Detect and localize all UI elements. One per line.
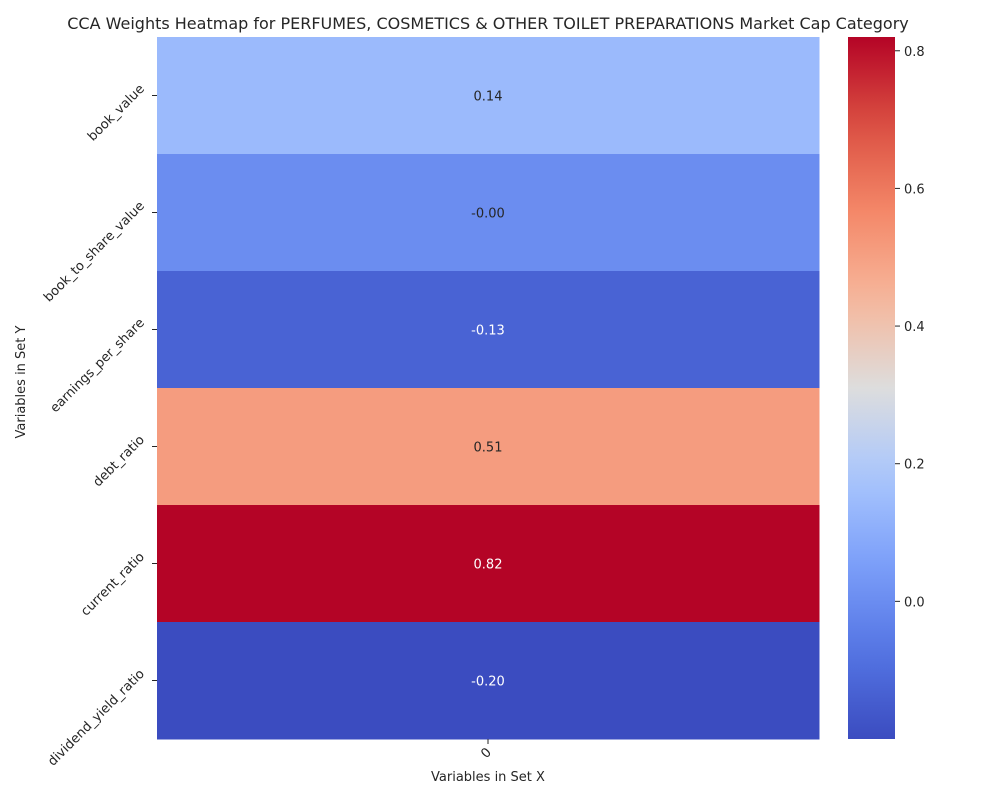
y-tick-label: current_ratio xyxy=(78,550,148,620)
y-axis-label: Variables in Set Y xyxy=(14,325,29,438)
heatmap-cell xyxy=(157,271,820,389)
colorbar-tick-label: 0.0 xyxy=(904,595,925,610)
x-tick-label: 0 xyxy=(478,745,494,761)
chart-title: CCA Weights Heatmap for PERFUMES, COSMET… xyxy=(67,14,909,33)
cell-value-label: 0.14 xyxy=(474,90,503,105)
y-tick-label: book_value xyxy=(85,82,148,145)
heatmap-cell xyxy=(157,37,820,155)
cell-value-label: -0.13 xyxy=(471,324,505,339)
colorbar-gradient xyxy=(848,37,895,739)
x-axis-label: Variables in Set X xyxy=(431,770,545,785)
colorbar-tick-label: 0.6 xyxy=(904,182,925,197)
cell-value-label: 0.51 xyxy=(474,441,503,456)
heatmap-cell xyxy=(157,388,820,506)
colorbar-tick-label: 0.4 xyxy=(904,320,925,335)
cell-value-label: -0.20 xyxy=(471,675,505,690)
heatmap-cells: 0.14 -0.00 -0.13 0.51 0.82 -0.20 xyxy=(157,37,820,740)
cell-value-label: -0.00 xyxy=(471,207,505,222)
colorbar: 0.8 0.6 0.4 0.2 0.0 xyxy=(848,37,925,739)
colorbar-tick-label: 0.2 xyxy=(904,458,925,473)
colorbar-tick-label: 0.8 xyxy=(904,45,925,60)
cell-value-label: 0.82 xyxy=(474,558,503,573)
heatmap-cell xyxy=(157,154,820,272)
y-tick-labels: book_value book_to_share_valueearnings_pe… xyxy=(41,82,157,770)
x-tick-labels: 0 xyxy=(478,739,495,762)
y-tick-label: debt_ratio xyxy=(90,433,147,490)
y-tick-label: dividend_yield_ratio xyxy=(45,667,148,770)
y-tick-label: book_to_share_value xyxy=(41,199,148,306)
heatmap-cell xyxy=(157,622,820,740)
heatmap-cell xyxy=(157,505,820,623)
y-tick-label: earnings_per_share xyxy=(48,316,148,416)
